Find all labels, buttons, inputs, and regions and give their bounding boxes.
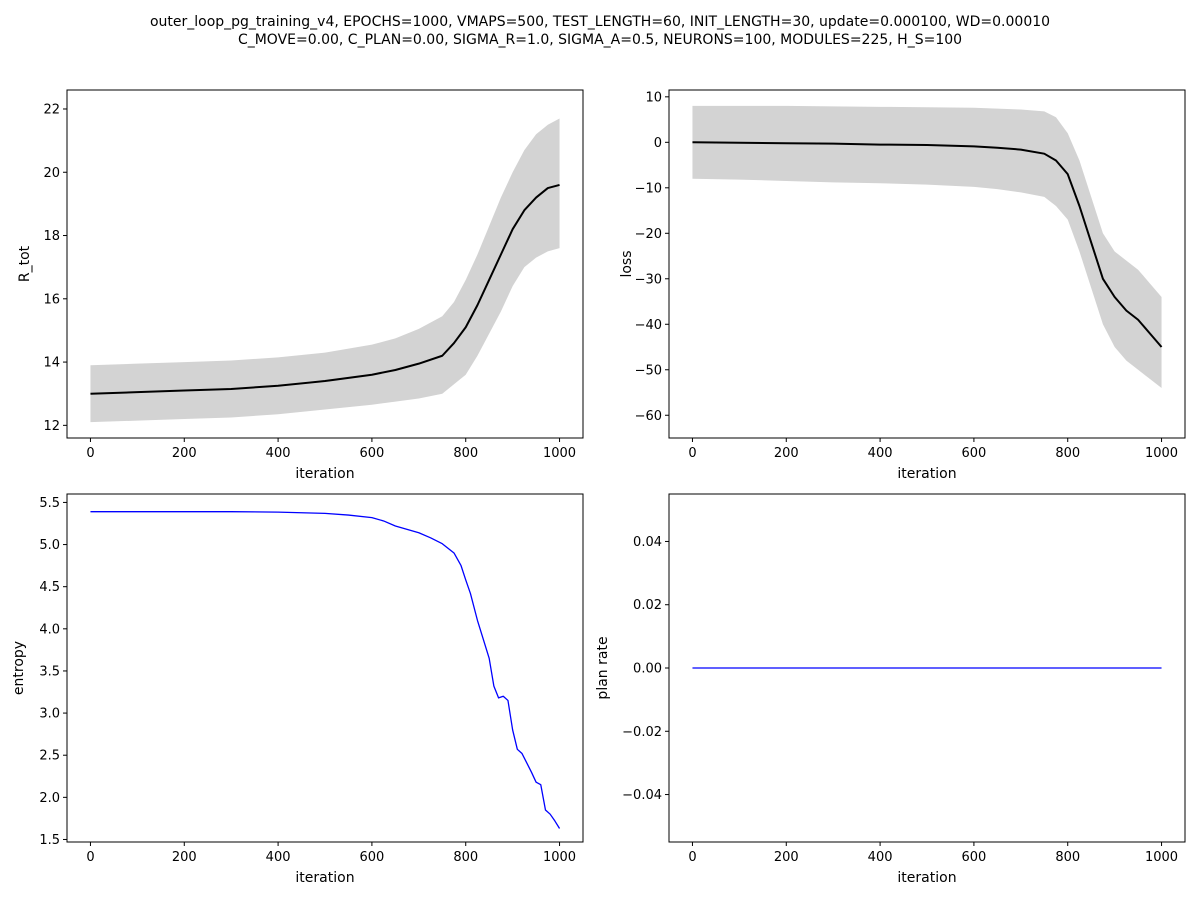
axes-frame [668,89,1186,439]
x-tick-label: 400 [266,446,291,461]
y-tick-label: 0.04 [633,535,662,550]
x-tick-label: 200 [172,446,197,461]
x-tick-label: 800 [453,446,478,461]
plot-area-3 [90,511,561,829]
y-tick-label: 5.0 [39,538,60,553]
std-band-2 [692,105,1162,388]
x-tick-label: 800 [453,850,478,865]
x-tick-label: 1000 [543,850,576,865]
axes-1: 0 200 400 600 800 1000 12 14 16 18 20 22 iteration R_… [17,89,584,482]
figure-title-line-2: C_MOVE=0.00, C_PLAN=0.00, SIGMA_R=1.0, S… [237,32,963,48]
x-axis-label: iteration [897,466,956,482]
y-tick-label: 5.5 [39,496,60,511]
x-tick-label: 1000 [1145,850,1178,865]
y-tick-label: 20 [43,166,60,181]
x-tick-label: 0 [86,850,94,865]
y-tick-label: 3.5 [39,664,60,679]
x-tick-label: 0 [688,850,696,865]
y-axis-label: loss [619,250,635,277]
plot-area-2 [692,105,1163,388]
x-tick-label: 200 [774,446,799,461]
series-line-3-1 [90,511,561,829]
std-band-1 [90,118,560,423]
axes-4: 0 200 400 600 800 1000 0.04 0.02 0.00 −0.02 −0.04 i… [595,493,1186,886]
figure-title-line-1: outer_loop_pg_training_v4, EPOCHS=1000, … [149,14,1051,30]
y-axis-label: plan rate [595,636,611,699]
x-tick-label: 600 [359,446,384,461]
y-tick-label: 14 [43,356,60,371]
y-tick-label: 10 [645,90,662,105]
y-tick-label: −0.02 [622,725,662,740]
x-tick-label: 0 [86,446,94,461]
y-tick-label: 18 [43,229,60,244]
y-tick-label: 0 [654,136,662,151]
y-tick-label: 0.02 [633,598,662,613]
x-tick-label: 200 [172,850,197,865]
x-tick-label: 400 [266,850,291,865]
axes-frame [66,89,584,439]
x-tick-label: 600 [359,850,384,865]
x-tick-label: 600 [961,850,986,865]
x-tick-label: 600 [961,446,986,461]
y-tick-label: −50 [635,363,662,378]
y-tick-label: 12 [43,419,60,434]
y-tick-label: −0.04 [622,788,662,803]
y-tick-label: −20 [635,227,662,242]
axes-frame [66,493,584,843]
x-tick-label: 200 [774,850,799,865]
x-tick-label: 0 [688,446,696,461]
series-line-2-1 [692,141,1163,348]
x-axis-label: iteration [897,870,956,886]
y-tick-label: −10 [635,181,662,196]
axes-3: 0 200 400 600 800 1000 1.5 2.0 2.5 3.0 3.5 4.0 4.5 5.… [11,493,584,886]
y-tick-label: 2.5 [39,749,60,764]
x-axis-label: iteration [295,870,354,886]
y-tick-label: 4.0 [39,622,60,637]
y-tick-label: −60 [635,409,662,424]
y-tick-label: 0.00 [633,662,662,677]
y-tick-label: 1.5 [39,833,60,848]
y-axis-label: entropy [11,641,27,695]
x-tick-label: 800 [1055,446,1080,461]
y-tick-label: 2.0 [39,791,60,806]
y-tick-label: 22 [43,102,60,117]
y-tick-label: 3.0 [39,707,60,722]
x-tick-label: 1000 [1145,446,1178,461]
y-tick-label: 4.5 [39,580,60,595]
y-axis-label: R_tot [17,245,33,282]
series-line-1-1 [90,183,560,395]
x-tick-label: 400 [868,850,893,865]
x-tick-label: 1000 [543,446,576,461]
y-tick-label: −30 [635,272,662,287]
y-tick-label: −40 [635,318,662,333]
x-axis-label: iteration [295,466,354,482]
x-tick-label: 800 [1055,850,1080,865]
plot-area-1 [90,118,560,423]
x-tick-label: 400 [868,446,893,461]
axes-2: 0 200 400 600 800 1000 10 0 −10 −20 −30 −40 −50 −60 it… [619,89,1186,482]
y-tick-label: 16 [43,292,60,307]
